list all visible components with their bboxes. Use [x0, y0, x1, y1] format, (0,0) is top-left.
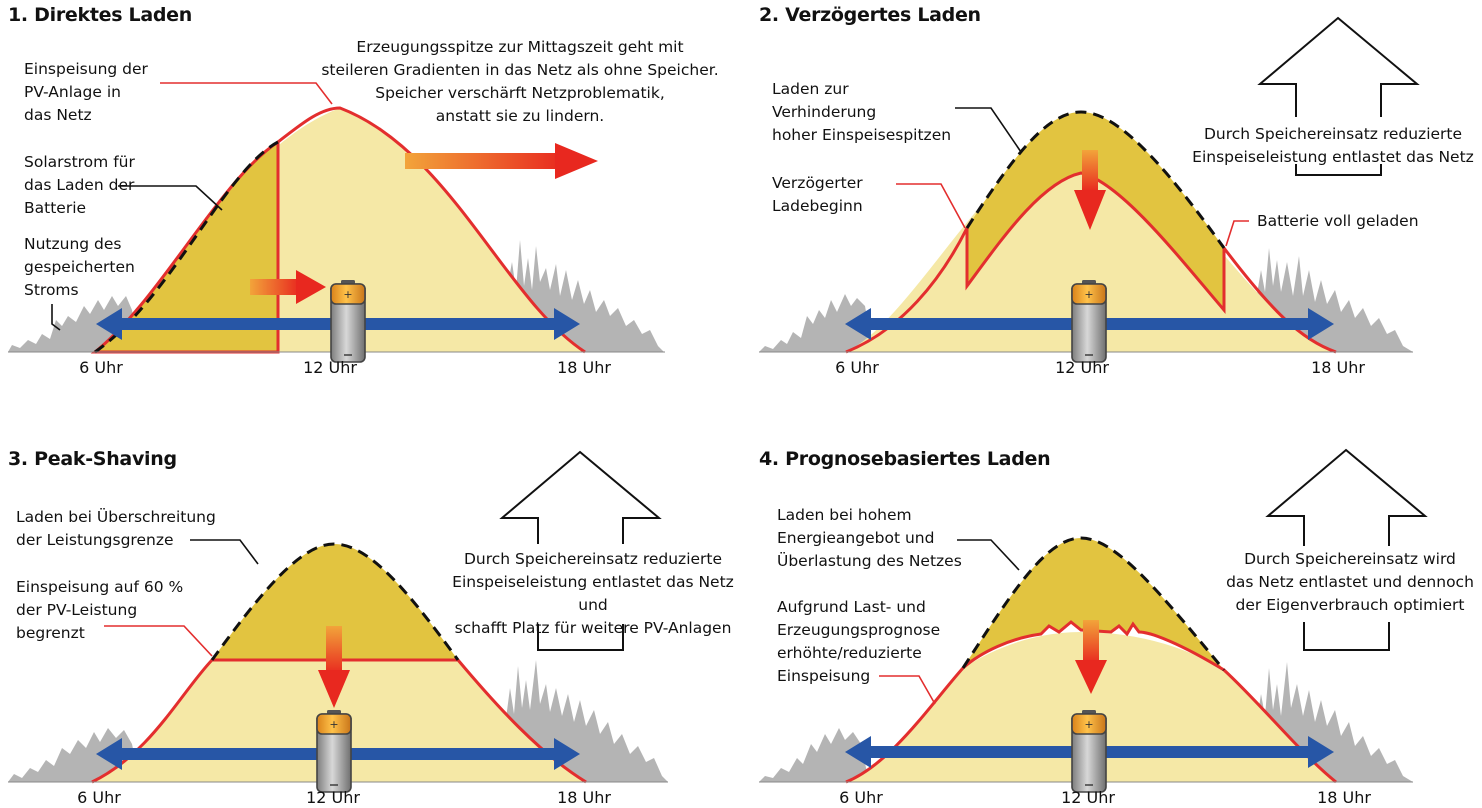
label-feed-in: Einspeisung der PV-Anlage in das Netz [24, 60, 148, 124]
pv-potential-dashed [965, 110, 1226, 249]
diagram-forecast-charging [759, 448, 1481, 793]
tick-18: 18 Uhr [557, 788, 611, 807]
panel-direct-charging: 1. Direktes Laden Einspeisung der PV-Anl… [0, 0, 741, 404]
panel-title: 3. Peak-Shaving [8, 448, 177, 470]
charge-down-arrow [318, 626, 350, 708]
battery-charging-area [212, 544, 458, 660]
tick-6: 6 Uhr [835, 358, 879, 377]
tick-18: 18 Uhr [1317, 788, 1371, 807]
tick-6: 6 Uhr [79, 358, 123, 377]
leader-line-b [104, 625, 213, 657]
label-relief-note: Durch Speichereinsatz wird das Netz entl… [1226, 550, 1474, 614]
tick-18: 18 Uhr [557, 358, 611, 377]
battery-icon [1071, 709, 1107, 793]
label-relief-note: Durch Speichereinsatz reduzierte Einspei… [1192, 125, 1474, 166]
feed-in-peak-arrow [405, 143, 598, 179]
leader-line-a [955, 107, 1022, 153]
tick-6: 6 Uhr [839, 788, 883, 807]
diagram-delayed-charging [759, 16, 1420, 363]
pv-feed-in-outline [277, 106, 586, 354]
tick-12: 12 Uhr [1055, 358, 1109, 377]
label-relief-note: Durch Speichereinsatz reduzierte Einspei… [452, 550, 734, 637]
pv-potential-dashed [210, 542, 460, 661]
charge-down-arrow [1074, 150, 1106, 230]
panel-delayed-charging: 2. Verzögertes Laden Laden zur Verhinder… [741, 0, 1482, 404]
leader-line-a [190, 539, 259, 565]
leader-line-b [879, 675, 936, 705]
household-load-silhouette [8, 660, 668, 782]
house-arrow-icon [1237, 448, 1481, 651]
tick-12: 12 Uhr [306, 788, 360, 807]
battery-icon [330, 279, 366, 363]
label-charge-prevent: Laden zur Verhinderung hoher Einspeisesp… [772, 80, 952, 144]
label-forecast-feed: Aufgrund Last- und Erzeugungsprognose er… [777, 598, 941, 685]
panel-title: 2. Verzögertes Laden [759, 4, 981, 26]
pv-feed-in-area [846, 632, 1336, 782]
battery-charging-area [963, 538, 1224, 670]
household-load-silhouette [8, 240, 664, 352]
tick-12: 12 Uhr [1061, 788, 1115, 807]
leader-line-b [896, 183, 966, 229]
panel-title: 4. Prognosebasiertes Laden [759, 448, 1051, 470]
pv-potential-dashed [961, 536, 1226, 671]
label-peak-note: Erzeugungsspitze zur Mittagszeit geht mi… [321, 38, 719, 125]
household-load-silhouette [759, 662, 1413, 782]
panel-forecast-charging: 4. Prognosebasiertes Laden Laden bei hoh… [741, 404, 1482, 808]
battery-icon [1071, 279, 1107, 363]
battery-icon [316, 709, 352, 793]
panel-peak-shaving: 3. Peak-Shaving Laden bei Überschreitung… [0, 404, 741, 808]
leader-line-use [51, 304, 61, 331]
pv-feed-in-outline [845, 171, 1337, 354]
label-delayed-start: Verzögerter Ladebeginn [772, 174, 863, 215]
panel-title: 1. Direktes Laden [8, 4, 192, 26]
label-battery-full: Batterie voll geladen [1257, 212, 1419, 230]
label-stored-use: Nutzung des gespeicherten Stroms [24, 235, 135, 299]
label-feed-limit: Einspeisung auf 60 % der PV-Leistung beg… [16, 578, 184, 642]
leader-line-solar [118, 185, 223, 211]
tick-18: 18 Uhr [1311, 358, 1365, 377]
house-arrow-icon [1257, 16, 1420, 176]
house-arrow-icon [444, 450, 741, 651]
charge-arrow [250, 270, 326, 304]
tick-12: 12 Uhr [303, 358, 357, 377]
label-charge-threshold: Laden bei Überschreitung der Leistungsgr… [16, 508, 216, 549]
diagram-peak-shaving [8, 450, 741, 793]
leader-line-feed [160, 82, 333, 105]
household-load-silhouette [759, 248, 1413, 352]
battery-charging-area [967, 112, 1224, 310]
label-charge-high-supply: Laden bei hohem Energieangebot und Überl… [777, 506, 962, 570]
tick-6: 6 Uhr [77, 788, 121, 807]
leader-line-c [1225, 220, 1249, 247]
charge-down-arrow [1075, 620, 1107, 694]
label-solar-charging: Solarstrom für das Laden der Batterie [24, 153, 135, 217]
diagram-direct-charging [8, 82, 665, 363]
leader-line-a [957, 539, 1020, 571]
